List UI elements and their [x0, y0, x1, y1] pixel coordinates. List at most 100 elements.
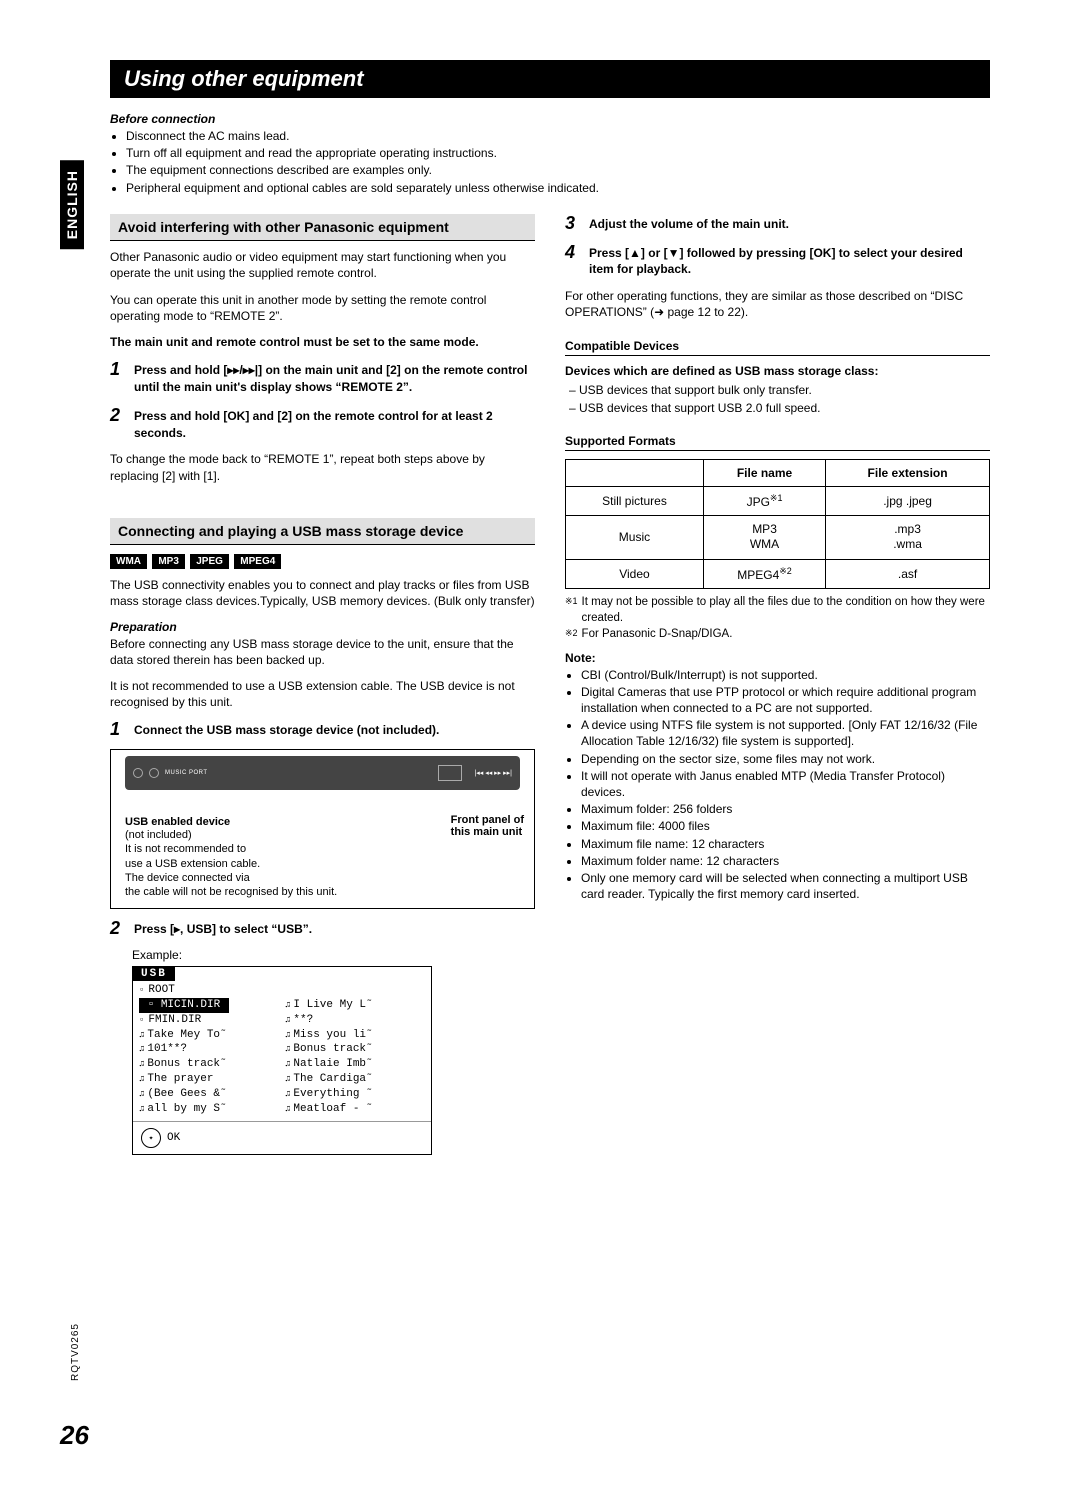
step-text: Press [▲] or [▼] followed by pressing [O… — [589, 243, 990, 279]
table-row: Still pictures JPG※1 .jpg .jpeg — [566, 486, 990, 515]
avoid-p2: You can operate this unit in another mod… — [110, 292, 535, 324]
screen-row: (Bee Gees &˜ — [139, 1087, 279, 1102]
usb-slot-icon — [438, 765, 462, 781]
intro-heading: Before connection — [110, 112, 990, 126]
usb-figure: MUSIC PORT |◂◂ ◂◂ ▸▸ ▸▸| Front panel oft… — [110, 749, 535, 909]
list-item: A device using NTFS file system is not s… — [581, 717, 990, 749]
jack-icon — [149, 768, 159, 778]
screen-row: all by my S˜ — [139, 1102, 279, 1117]
avoid-p4: To change the mode back to “REMOTE 1”, r… — [110, 451, 535, 483]
table-row: Music MP3WMA .mp3.wma — [566, 515, 990, 559]
step-number: 4 — [565, 243, 581, 279]
screen-row: The prayer — [139, 1072, 279, 1087]
list-item: Maximum file: 4000 files — [581, 818, 990, 834]
footnotes: ※1It may not be possible to play all the… — [565, 595, 990, 643]
formats-table: File name File extension Still pictures … — [565, 459, 990, 589]
screen-row: 101**? — [139, 1042, 279, 1057]
section-heading-avoid: Avoid interfering with other Panasonic e… — [110, 214, 535, 242]
note-heading: Note: — [565, 651, 990, 665]
compatible-subheading: Devices which are defined as USB mass st… — [565, 364, 990, 378]
left-column: Avoid interfering with other Panasonic e… — [110, 214, 535, 1155]
step-number: 1 — [110, 360, 126, 396]
language-tab: ENGLISH — [60, 160, 84, 249]
usb-step-2: 2 Press [▸, USB] to select “USB”. — [110, 919, 535, 938]
screen-row-selected: ▫ MICIN.DIR — [139, 998, 229, 1013]
dpad-icon: ✦ — [141, 1128, 161, 1148]
list-item: USB devices that support bulk only trans… — [569, 382, 990, 398]
step-text: Press and hold [OK] and [2] on the remot… — [134, 406, 535, 442]
example-label: Example: — [132, 948, 535, 962]
step-4: 4 Press [▲] or [▼] followed by pressing … — [565, 243, 990, 279]
screen-row: Bonus track˜ — [139, 1057, 279, 1072]
intro-bullet: Peripheral equipment and optional cables… — [126, 180, 990, 196]
step-text: Press [▸, USB] to select “USB”. — [134, 919, 312, 938]
screen-row: Natlaie Imb˜ — [285, 1057, 425, 1072]
screen-row: Meatloaf - ˜ — [285, 1102, 425, 1117]
section-heading-usb: Connecting and playing a USB mass storag… — [110, 518, 535, 546]
intro-bullet: Turn off all equipment and read the appr… — [126, 145, 990, 161]
list-item: Maximum folder name: 12 characters — [581, 853, 990, 869]
screen-tab: USB — [133, 967, 175, 981]
jack-icon — [133, 768, 143, 778]
badge-wma: WMA — [110, 554, 147, 569]
list-item: Only one memory card will be selected wh… — [581, 870, 990, 902]
screen-footer: ✦ OK — [133, 1121, 431, 1154]
screen-row: **? — [285, 1013, 425, 1028]
right-column: 3 Adjust the volume of the main unit. 4 … — [565, 214, 990, 1155]
step-number: 1 — [110, 720, 126, 739]
step-number: 2 — [110, 406, 126, 442]
list-item: CBI (Control/Bulk/Interrupt) is not supp… — [581, 667, 990, 683]
screen-row: Bonus track˜ — [285, 1042, 425, 1057]
prep-p2: It is not recommended to use a USB exten… — [110, 678, 535, 710]
step-number: 3 — [565, 214, 581, 233]
avoid-step-2: 2 Press and hold [OK] and [2] on the rem… — [110, 406, 535, 442]
list-item: Digital Cameras that use PTP protocol or… — [581, 684, 990, 716]
step-text: Press and hold [▸▸/▸▸|] on the main unit… — [134, 360, 535, 396]
front-panel-graphic: MUSIC PORT |◂◂ ◂◂ ▸▸ ▸▸| — [125, 756, 520, 790]
screen-row: Miss you li˜ — [285, 1028, 425, 1043]
usb-screen-example: USB ROOT ▫ MICIN.DIR FMIN.DIR Take Mey T… — [132, 966, 432, 1155]
step-text: Adjust the volume of the main unit. — [589, 214, 789, 233]
usb-figure-note: (not included)It is not recommended tous… — [125, 828, 520, 899]
screen-row: The Cardiga˜ — [285, 1072, 425, 1087]
intro-bullet: The equipment connections described are … — [126, 162, 990, 178]
table-header — [566, 459, 704, 486]
list-item: Maximum folder: 256 folders — [581, 801, 990, 817]
note-list: CBI (Control/Bulk/Interrupt) is not supp… — [565, 667, 990, 903]
after-steps-para: For other operating functions, they are … — [565, 288, 990, 320]
avoid-p3: The main unit and remote control must be… — [110, 334, 535, 350]
table-row: Video MPEG4※2 .asf — [566, 560, 990, 589]
intro-block: Before connection Disconnect the AC main… — [110, 112, 990, 196]
document-id: RQTV0265 — [70, 1323, 81, 1381]
page-number: 26 — [60, 1420, 89, 1451]
list-item: Maximum file name: 12 characters — [581, 836, 990, 852]
footnote-mark: ※1 — [565, 595, 578, 626]
screen-row: ROOT — [139, 983, 279, 998]
intro-bullets: Disconnect the AC mains lead. Turn off a… — [110, 128, 990, 196]
prep-p1: Before connecting any USB mass storage d… — [110, 636, 535, 668]
list-item: Depending on the sector size, some files… — [581, 751, 990, 767]
step-number: 2 — [110, 919, 126, 938]
avoid-p1: Other Panasonic audio or video equipment… — [110, 249, 535, 281]
badge-mp3: MP3 — [152, 554, 185, 569]
compatible-list: USB devices that support bulk only trans… — [565, 382, 990, 416]
front-panel-label: Front panel ofthis main unit — [451, 814, 524, 838]
table-header: File name — [703, 459, 825, 486]
compatible-devices-heading: Compatible Devices — [565, 339, 990, 356]
step-text: Connect the USB mass storage device (not… — [134, 720, 439, 739]
usb-step-1: 1 Connect the USB mass storage device (n… — [110, 720, 535, 739]
screen-row: FMIN.DIR — [139, 1013, 279, 1028]
list-item: USB devices that support USB 2.0 full sp… — [569, 400, 990, 416]
footnote-text: For Panasonic D-Snap/DIGA. — [582, 627, 733, 643]
format-badges: WMA MP3 JPEG MPEG4 — [110, 553, 535, 569]
screen-row: Everything ˜ — [285, 1087, 425, 1102]
avoid-step-1: 1 Press and hold [▸▸/▸▸|] on the main un… — [110, 360, 535, 396]
ok-label: OK — [167, 1132, 180, 1144]
intro-bullet: Disconnect the AC mains lead. — [126, 128, 990, 144]
footnote-mark: ※2 — [565, 627, 578, 643]
page-title: Using other equipment — [110, 60, 990, 98]
badge-jpeg: JPEG — [190, 554, 229, 569]
usb-p1: The USB connectivity enables you to conn… — [110, 577, 535, 609]
list-item: It will not operate with Janus enabled M… — [581, 768, 990, 800]
table-header: File extension — [826, 459, 990, 486]
